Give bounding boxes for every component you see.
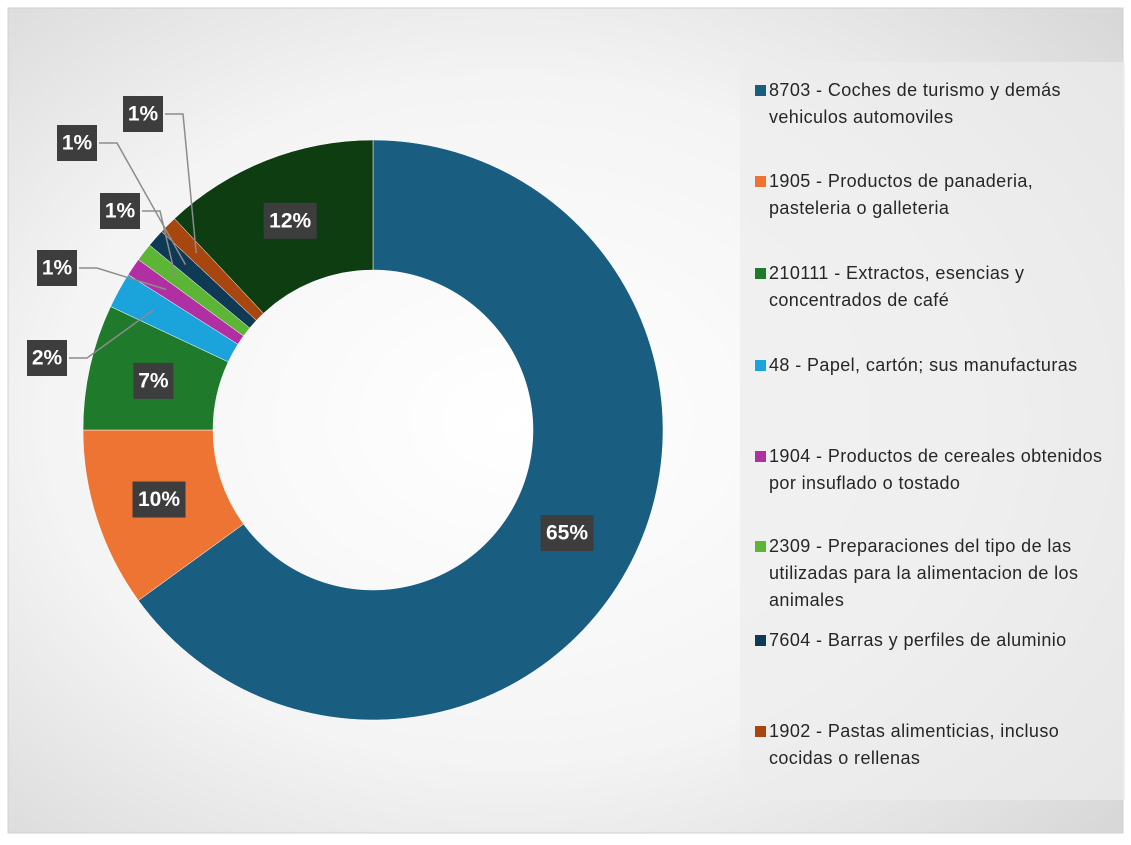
data-label-box (263, 202, 317, 239)
leader-line (165, 113, 197, 254)
legend-label: 8703 - Coches de turismo y demás vehicul… (769, 80, 1061, 127)
legend-entry: 7604 - Barras y perfiles de aluminio (755, 627, 1115, 654)
leader-line (142, 210, 177, 277)
donut-slice (138, 139, 664, 721)
legend-label: 48 - Papel, cartón; sus manufacturas (769, 355, 1078, 375)
leader-line (99, 142, 187, 266)
legend-label: 1902 - Pastas alimenticias, incluso coci… (769, 721, 1060, 768)
data-label-box (100, 193, 140, 229)
legend-entry: 1905 - Productos de panaderia, pasteleri… (755, 168, 1115, 222)
data-label-box (27, 340, 67, 376)
legend-swatch (755, 85, 766, 96)
data-label-box (132, 481, 186, 518)
data-label-box (540, 515, 594, 551)
leader-line (79, 267, 167, 291)
data-label: 12% (269, 209, 311, 232)
data-label: 1% (105, 200, 136, 223)
legend-swatch (755, 541, 766, 552)
legend-entry: 1904 - Productos de cereales obtenidos p… (755, 443, 1115, 497)
legend-entry: 210111 - Extractos, esencias y concentra… (755, 260, 1115, 314)
legend-label: 1904 - Productos de cereales obtenidos p… (769, 446, 1103, 493)
data-label-box (57, 125, 97, 161)
leader-line (69, 308, 155, 359)
legend-area (740, 62, 1125, 800)
data-label-box (123, 96, 163, 132)
legend-entry: 8703 - Coches de turismo y demás vehicul… (755, 77, 1115, 131)
legend-entry: 1902 - Pastas alimenticias, incluso coci… (755, 718, 1115, 772)
legend-entry: 2309 - Preparaciones del tipo de las uti… (755, 533, 1115, 614)
legend-entry: 48 - Papel, cartón; sus manufacturas (755, 352, 1115, 379)
legend-swatch (755, 451, 766, 462)
data-label: 10% (138, 488, 180, 511)
legend-label: 210111 - Extractos, esencias y concentra… (769, 263, 1025, 310)
data-label: 65% (546, 522, 588, 545)
data-label-box (133, 362, 174, 399)
data-label: 1% (42, 257, 73, 280)
data-label: 1% (62, 132, 93, 155)
legend-swatch (755, 635, 766, 646)
legend-swatch (755, 268, 766, 279)
legend-label: 2309 - Preparaciones del tipo de las uti… (769, 536, 1079, 610)
data-label: 7% (138, 369, 169, 392)
legend-swatch (755, 726, 766, 737)
legend-label: 1905 - Productos de panaderia, pasteleri… (769, 171, 1034, 218)
legend-swatch (755, 360, 766, 371)
legend-swatch (755, 176, 766, 187)
data-label: 2% (32, 347, 63, 370)
data-label-box (37, 250, 77, 286)
data-label: 1% (128, 103, 159, 126)
legend-label: 7604 - Barras y perfiles de aluminio (769, 630, 1067, 650)
